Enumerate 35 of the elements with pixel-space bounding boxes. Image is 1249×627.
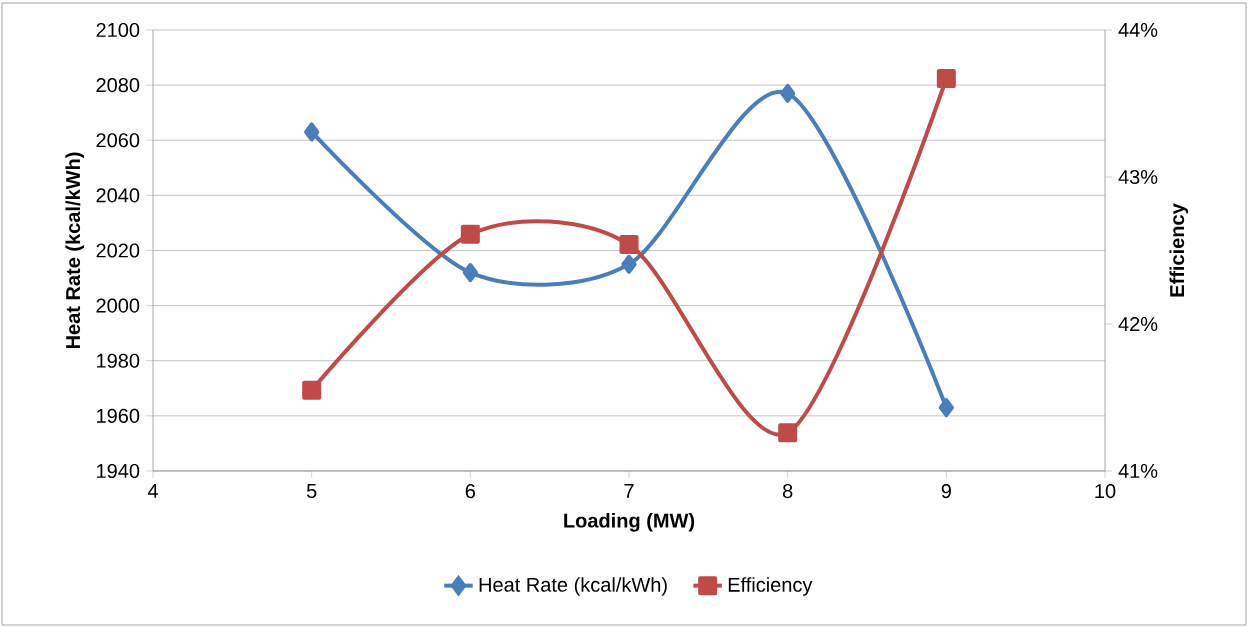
point <box>780 83 796 103</box>
y-tick-label: 2060 <box>96 133 140 148</box>
y-tick-label: 2100 <box>96 22 140 38</box>
legend-label: Heat Rate (kcal/kWh) <box>479 577 667 596</box>
x-tick-label: 9 <box>941 483 951 499</box>
y-tick-label: 1960 <box>97 408 140 423</box>
x-tick-label: 8 <box>782 483 793 499</box>
x-tick-label: 7 <box>624 484 634 498</box>
y-tick-label: 1980 <box>97 353 140 368</box>
point <box>936 69 956 88</box>
x-tick-label: 10 <box>1095 483 1116 499</box>
y-tick-label: 1940 <box>97 463 140 479</box>
x-axis-title: Loading (MW) <box>564 512 695 532</box>
point <box>621 254 637 274</box>
y2-tick-label: 44% <box>1118 22 1158 37</box>
x-tick-label: 6 <box>465 483 476 499</box>
y-tick-label: 2000 <box>96 298 140 313</box>
y2-axis-title: Efficiency <box>1169 203 1189 297</box>
x-tick-label: 4 <box>147 484 158 498</box>
x-tick-label: 5 <box>306 484 317 498</box>
point <box>619 235 639 255</box>
point <box>778 423 798 443</box>
point <box>460 224 480 244</box>
y-tick-label: 2080 <box>96 78 140 93</box>
y-tick-label: 2040 <box>96 188 140 203</box>
y2-tick-label: 43% <box>1118 169 1158 185</box>
y2-tick-label: 42% <box>1118 316 1158 332</box>
point <box>938 398 954 418</box>
y2-tick-label: 41% <box>1118 463 1158 478</box>
y-tick-label: 2020 <box>96 243 140 258</box>
y-axis-title: Heat Rate (kcal/kWh) <box>65 152 85 349</box>
point <box>302 380 322 400</box>
point <box>462 263 478 283</box>
legend-label: Efficiency <box>728 577 813 596</box>
point <box>304 122 320 142</box>
